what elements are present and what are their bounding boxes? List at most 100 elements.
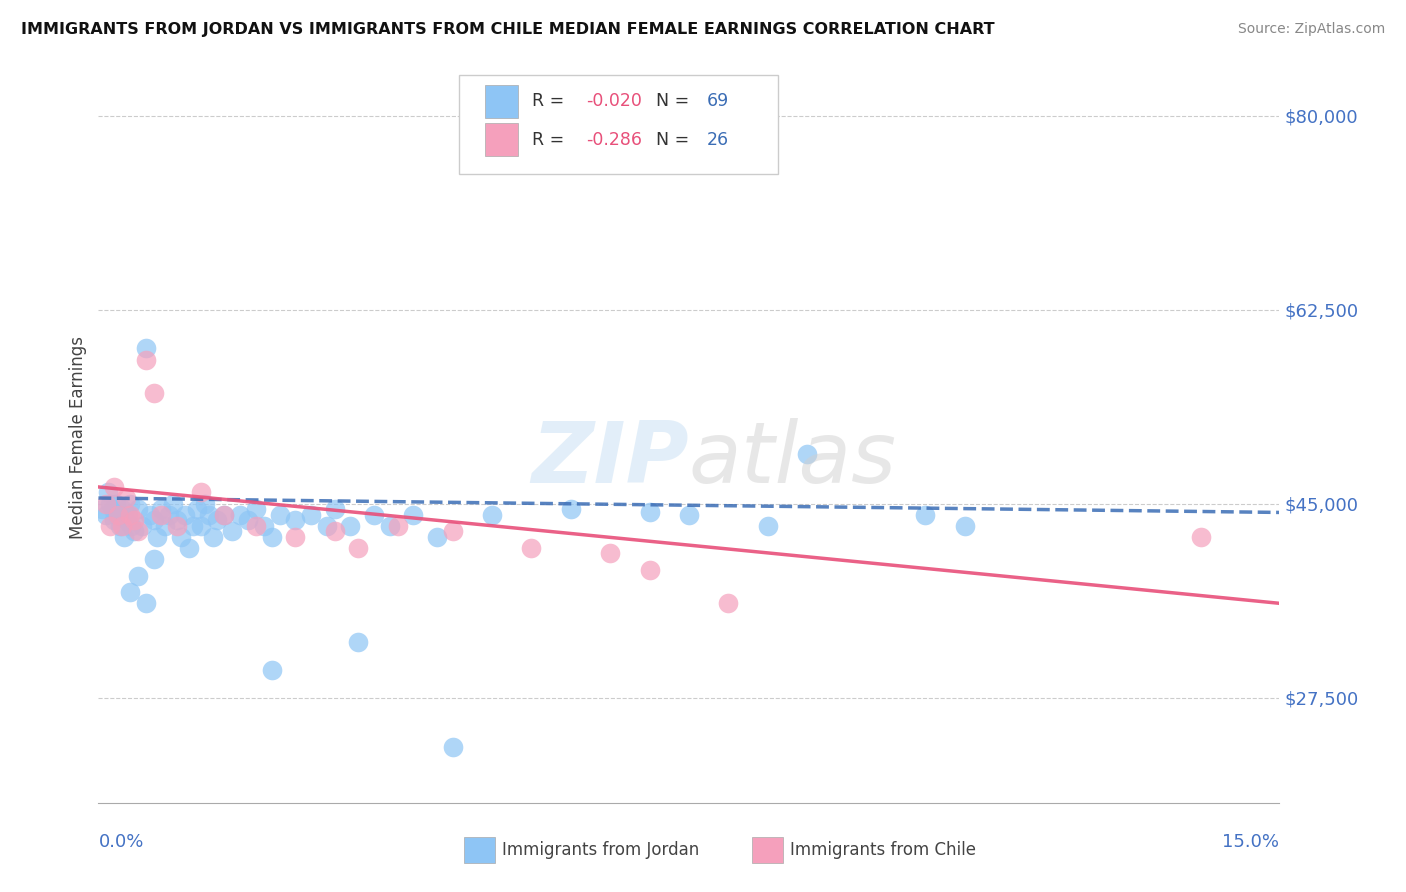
Point <box>181 518 204 533</box>
Point <box>103 513 125 527</box>
Y-axis label: Median Female Earnings: Median Female Earnings <box>69 335 87 539</box>
Text: ZIP: ZIP <box>531 417 689 500</box>
Point <box>284 530 307 544</box>
Point <box>135 596 157 610</box>
Point <box>245 518 267 533</box>
Bar <box>485 123 517 156</box>
Text: Immigrants from Jordan: Immigrants from Jordan <box>502 841 699 859</box>
Point <box>96 497 118 511</box>
Point <box>111 502 134 516</box>
Text: IMMIGRANTS FROM JORDAN VS IMMIGRANTS FROM CHILE MEDIAN FEMALE EARNINGS CORRELATI: IMMIGRANTS FROM JORDAN VS IMMIGRANTS FRO… <box>21 22 994 37</box>
Point <box>245 502 267 516</box>
Point <box>221 524 243 539</box>
Point <box>98 518 121 533</box>
Point <box>107 508 129 522</box>
Point <box>122 524 145 539</box>
Point <box>214 508 236 522</box>
Point <box>229 508 252 522</box>
Point <box>162 497 184 511</box>
Point <box>323 524 346 539</box>
Point <box>170 530 193 544</box>
Point <box>717 596 740 610</box>
Point <box>142 513 165 527</box>
Text: 26: 26 <box>707 131 728 149</box>
Point <box>127 502 149 516</box>
Point <box>104 497 127 511</box>
Text: Immigrants from Chile: Immigrants from Chile <box>790 841 976 859</box>
Point <box>796 447 818 461</box>
Point <box>177 541 200 555</box>
Point <box>107 508 129 522</box>
Point <box>96 508 118 522</box>
Point <box>347 541 370 555</box>
Point <box>142 552 165 566</box>
Point <box>166 513 188 527</box>
Point <box>520 541 543 555</box>
Point <box>155 518 177 533</box>
Point <box>481 508 503 522</box>
Point <box>118 508 141 522</box>
Point <box>599 546 621 560</box>
Point <box>101 502 124 516</box>
Point <box>339 518 361 533</box>
Point <box>186 502 208 516</box>
Text: R =: R = <box>531 92 569 111</box>
Point <box>756 518 779 533</box>
Point <box>236 513 259 527</box>
Point <box>260 663 283 677</box>
Point <box>441 524 464 539</box>
Point <box>363 508 385 522</box>
Point <box>197 508 219 522</box>
Point <box>269 508 291 522</box>
Point <box>347 635 370 649</box>
Point <box>97 485 120 500</box>
FancyBboxPatch shape <box>458 75 778 174</box>
Point <box>115 491 138 505</box>
Point <box>115 513 138 527</box>
Point <box>638 505 661 519</box>
Point <box>253 518 276 533</box>
Point <box>205 513 228 527</box>
Point <box>426 530 449 544</box>
Text: N =: N = <box>655 131 695 149</box>
Point <box>441 740 464 755</box>
Point <box>638 563 661 577</box>
Point <box>135 352 157 367</box>
Point <box>91 502 114 516</box>
Point <box>118 497 141 511</box>
Point <box>142 385 165 400</box>
Point <box>260 530 283 544</box>
Text: Source: ZipAtlas.com: Source: ZipAtlas.com <box>1237 22 1385 37</box>
Text: N =: N = <box>655 92 695 111</box>
Point <box>118 585 141 599</box>
Text: -0.286: -0.286 <box>586 131 643 149</box>
Point <box>387 518 409 533</box>
Point <box>122 513 145 527</box>
Point <box>121 518 143 533</box>
Point <box>131 518 153 533</box>
Point <box>402 508 425 522</box>
Point <box>190 485 212 500</box>
Point <box>315 518 337 533</box>
Point <box>194 497 217 511</box>
Point <box>190 518 212 533</box>
Point <box>953 518 976 533</box>
Point <box>284 513 307 527</box>
Point <box>111 518 134 533</box>
Point <box>127 524 149 539</box>
Point <box>174 508 197 522</box>
Text: atlas: atlas <box>689 417 897 500</box>
Text: 69: 69 <box>707 92 728 111</box>
Text: R =: R = <box>531 131 569 149</box>
Point <box>166 518 188 533</box>
Point <box>150 502 173 516</box>
Point <box>117 508 139 522</box>
Point <box>146 530 169 544</box>
Point <box>678 508 700 522</box>
Text: -0.020: -0.020 <box>586 92 643 111</box>
Point <box>112 530 135 544</box>
Bar <box>485 85 517 118</box>
Point <box>110 518 132 533</box>
Point <box>378 518 401 533</box>
Point <box>157 508 180 522</box>
